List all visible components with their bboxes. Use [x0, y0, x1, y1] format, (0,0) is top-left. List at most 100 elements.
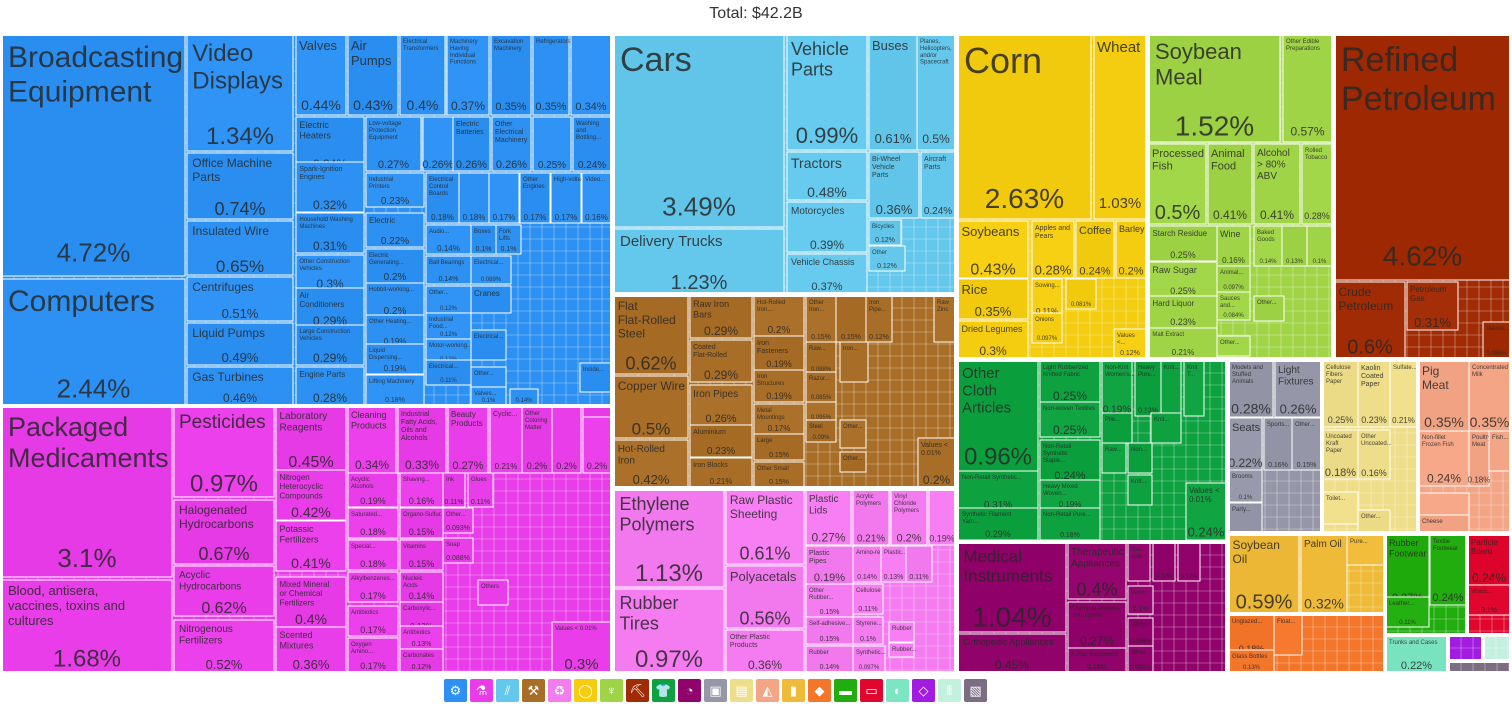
treemap-tile[interactable]: Utility... 0.096%	[1127, 617, 1154, 647]
treemap-tile[interactable]: Mixed Mineral or Chemical Fertilizers 0.4%	[275, 576, 347, 628]
treemap-tile[interactable]: Uncoated Kraft Paper 0.18%	[1322, 429, 1359, 480]
treemap-tile[interactable]: Cheese	[1418, 514, 1470, 533]
treemap-tile[interactable]: Sulfate... 0.21%	[1389, 360, 1418, 428]
treemap-tile[interactable]: Self-adhesive... 0.15%	[805, 616, 854, 645]
treemap-tile[interactable]: Other...	[1216, 335, 1251, 357]
treemap-tile[interactable]: Machinery Having Individual Functions 0.37%	[446, 34, 490, 116]
treemap-tile[interactable]	[582, 406, 612, 418]
treemap-tile[interactable]: Other...	[839, 451, 867, 473]
treemap-tile[interactable]: Antibiotics 0.13%	[399, 625, 444, 650]
treemap-tile[interactable]: Inside...	[579, 362, 612, 393]
treemap-tile[interactable]: Leather... 0.11%	[1385, 596, 1430, 628]
treemap-tile[interactable]: Other... 0.12%	[425, 285, 472, 314]
treemap-tile[interactable]: 0.12%	[1152, 542, 1176, 582]
fruit-icon[interactable]: ◯	[574, 679, 597, 702]
treemap-tile[interactable]: Models and Stuffed Animals 0.28%	[1228, 360, 1274, 418]
treemap-tile[interactable]: Planes, Helicopters, and/or Spacecraft 0.5%	[916, 34, 956, 151]
treemap-tile[interactable]: Large 0.15%	[753, 433, 805, 461]
treemap-tile[interactable]: Iron...	[839, 341, 869, 383]
treemap-tile[interactable]: Electric 0.22%	[365, 212, 425, 248]
treemap-tile[interactable]: Non-woven Textiles 0.25%	[1039, 401, 1101, 438]
paper-icon[interactable]: ▤	[730, 679, 753, 702]
treemap-tile[interactable]: 0.081%	[1065, 278, 1097, 310]
treemap-tile[interactable]: Other...	[839, 419, 867, 449]
treemap-tile[interactable]: 0.14%	[509, 388, 539, 406]
treemap-tile[interactable]: Excavation Machinery 0.35%	[490, 34, 532, 116]
treemap-tile[interactable]: Other...	[1357, 509, 1391, 533]
treemap-tile[interactable]: Blood, antisera, vaccines, toxins and cult…	[1, 579, 173, 673]
treemap-tile[interactable]: Other...	[470, 366, 507, 388]
treemap-tile[interactable]: Electrical... 0.089%	[470, 255, 512, 285]
treemap-tile[interactable]: Seats 0.22%	[1228, 417, 1263, 471]
treemap-tile[interactable]: Therapeutic Appliances 0.4%	[1067, 542, 1127, 600]
treemap-tile[interactable]: Oxygen Amino... 0.17%	[347, 637, 399, 673]
treemap-tile[interactable]: Rubber Tires 0.97%	[613, 588, 725, 673]
treemap-tile[interactable]: Polyacetals 0.56%	[725, 565, 805, 629]
treemap-tile[interactable]: Electric Generating... 0.2%	[365, 248, 425, 284]
treemap-tile[interactable]: Insulated Wire 0.65%	[186, 220, 294, 276]
treemap-tile[interactable]: 0.095%	[805, 401, 837, 423]
treemap-tile[interactable]: Dried Legumes 0.3%	[957, 320, 1029, 359]
treemap-tile[interactable]: Buses 0.61%	[868, 34, 918, 151]
flask-icon[interactable]: ⚗	[470, 679, 493, 702]
treemap-tile[interactable]: Vehicle Chassis 0.37%	[786, 253, 868, 294]
treemap-tile[interactable]: 0.19%	[928, 489, 956, 546]
treemap-tile[interactable]: Pure...	[1346, 534, 1385, 566]
treemap-tile[interactable]: Electrical Transformers 0.4%	[399, 34, 446, 116]
treemap-tile[interactable]: Knit...	[1127, 474, 1153, 506]
treemap-tile[interactable]: Potassic Fertilizers 0.41%	[275, 520, 347, 572]
treemap-tile[interactable]: Carbonates 0.12%	[399, 648, 444, 673]
treemap-tile[interactable]: Vinyl Chloride Polymers 0.2%	[890, 489, 928, 546]
treemap-tile[interactable]: Alkylbenzenes... 0.17%	[347, 571, 399, 603]
treemap-tile[interactable]: Brooms 0.1%	[1228, 469, 1263, 503]
treemap-tile[interactable]: Other Engines 0.17%	[519, 172, 551, 224]
treemap-tile[interactable]: Plastic Lids 0.27%	[805, 489, 852, 546]
treemap-tile[interactable]: Sauces and... 0.084%	[1216, 291, 1251, 321]
treemap-tile[interactable]: Boxes 0.1%	[470, 224, 497, 255]
treemap-tile[interactable]: Flat Flat-Rolled Steel 0.62%	[613, 295, 689, 375]
treemap-tile[interactable]: Iron Structures 0.19%	[753, 369, 805, 403]
treemap-tile[interactable]: Industrial Fatty Acids, Oils and Alcohols 0.…	[397, 406, 447, 474]
wheat-icon[interactable]: ♆	[600, 679, 623, 702]
treemap-tile[interactable]: Base... 0.1%	[1127, 585, 1154, 615]
treemap-tile[interactable]: Onions 0.097%	[1031, 312, 1063, 344]
treemap-tile[interactable]: Synthetic Filament Yarn... 0.29%	[957, 507, 1039, 541]
treemap-tile[interactable]: Concentrated Milk 0.35%	[1468, 360, 1511, 432]
treemap-tile[interactable]: Poultry Meat 0.18%	[1468, 430, 1491, 487]
treemap-tile[interactable]: Gas Turbines 0.46%	[186, 366, 294, 406]
anvil-icon[interactable]: ⚒	[522, 679, 545, 702]
treemap-tile[interactable]: Values <0.01% 0.24%	[1185, 482, 1227, 541]
shoe-icon[interactable]: ▬	[834, 679, 857, 702]
treemap-tile[interactable]: 0.17%	[488, 172, 520, 224]
treemap-tile[interactable]: Soybeans 0.43%	[957, 220, 1029, 279]
treemap-tile[interactable]: Broadcasting Equipment 4.72%	[1, 34, 186, 277]
treemap-tile[interactable]: Sowing... 0.11%	[1031, 278, 1063, 318]
treemap-tile[interactable]: Fork Lifts 0.1%	[495, 224, 522, 255]
treemap-tile[interactable]: Orthopedic Appliances 0.45%	[957, 633, 1067, 673]
treemap-tile[interactable]: Light Rubberized Knitted Fabric 0.25%	[1039, 360, 1101, 404]
treemap-tile[interactable]: Petroleum Gas 0.31%	[1406, 281, 1459, 331]
treemap-tile[interactable]: Non-Retail Synthetic... 0.31%	[957, 470, 1039, 512]
treemap-tile[interactable]: Other... 0.15%	[1291, 417, 1322, 471]
treemap-tile[interactable]: Office Machine Parts 0.74%	[186, 152, 294, 220]
treemap-tile[interactable]: Plastic... 0.13%	[880, 545, 907, 583]
treemap-tile[interactable]: Textile Footwear 0.24%	[1429, 534, 1467, 606]
treemap-tile[interactable]: Knit...	[1160, 360, 1182, 417]
treemap-tile[interactable]: X-Ray Equipment 0.18%	[1067, 647, 1127, 673]
treemap-tile[interactable]: Liquid Dispersing... 0.19%	[365, 343, 425, 375]
treemap-tile[interactable]: Trunks and Cases 0.22%	[1385, 635, 1448, 673]
treemap-tile[interactable]: Audio... 0.14%	[425, 224, 472, 255]
treemap-tile[interactable]: Particle Board 0.24%	[1467, 534, 1511, 586]
treemap-tile[interactable]: Soap 0.088%	[442, 537, 474, 564]
treemap-tile[interactable]: Raw Zinc	[933, 295, 956, 343]
treemap-tile[interactable]: Hot-Rolled Iron... 0.2%	[753, 295, 805, 337]
treemap-tile[interactable]: Float...	[1273, 614, 1303, 656]
treemap-tile[interactable]: Non-Retail Pure... 0.18%	[1039, 507, 1101, 541]
treemap-tile[interactable]: Aircraft Parts 0.24%	[920, 151, 956, 219]
treemap-tile[interactable]: Baked Goods 0.14%	[1253, 225, 1283, 267]
treemap-tile[interactable]: Iron Fasteners 0.19%	[753, 335, 805, 371]
treemap-tile[interactable]: Other Iron... 0.15%	[805, 295, 837, 343]
treemap-tile[interactable]: Values... 0.095%	[1482, 321, 1511, 359]
treemap-tile[interactable]: Unglazed... 0.18%	[1228, 614, 1275, 656]
